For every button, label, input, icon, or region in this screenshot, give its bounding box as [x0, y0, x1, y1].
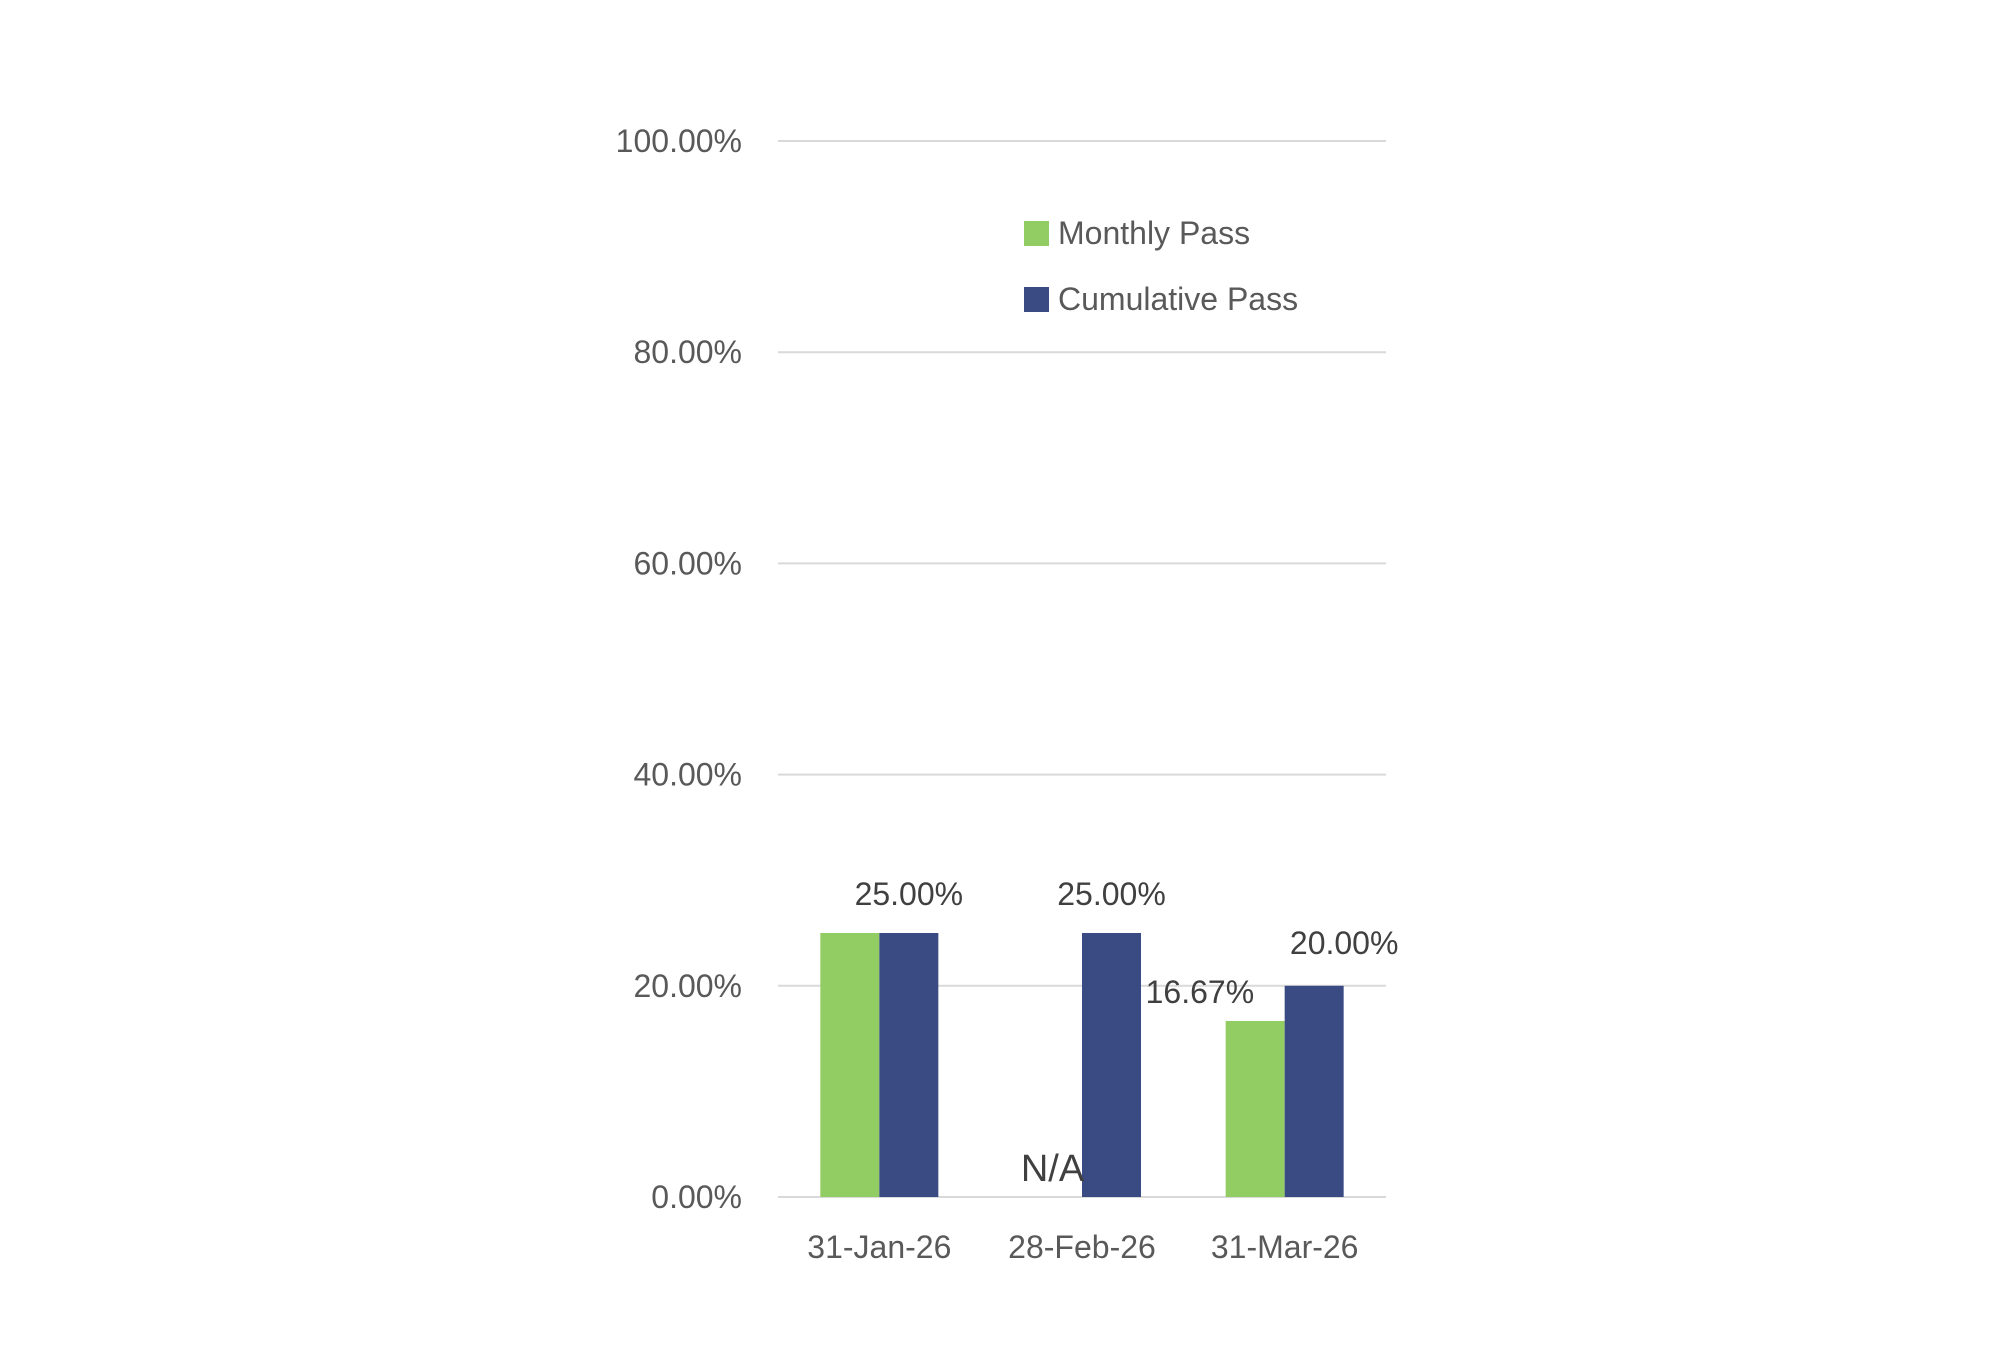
bar-cumulative-pass	[1284, 985, 1344, 1197]
y-tick-label: 40.00%	[633, 757, 742, 793]
bar-cumulative-pass	[879, 933, 939, 1197]
data-labels: 25.00% N/A 25.00% 16.67% 20.00%	[855, 876, 1399, 1190]
y-tick-label: 100.00%	[616, 123, 742, 159]
legend-label: Monthly Pass	[1058, 215, 1250, 251]
bars	[820, 933, 1344, 1197]
y-axis: 0.00% 20.00% 40.00% 60.00% 80.00% 100.00%	[616, 123, 742, 1215]
y-tick-label: 60.00%	[633, 545, 742, 581]
legend-swatch	[1024, 287, 1049, 312]
x-tick-label: 31-Jan-26	[807, 1229, 951, 1265]
data-label: N/A	[1021, 1148, 1085, 1190]
bar-monthly-pass	[820, 933, 880, 1197]
y-tick-label: 20.00%	[633, 968, 742, 1004]
y-tick-label: 0.00%	[651, 1179, 742, 1215]
x-tick-label: 31-Mar-26	[1211, 1229, 1359, 1265]
y-tick-label: 80.00%	[633, 334, 742, 370]
x-axis: 31-Jan-26 28-Feb-26 31-Mar-26	[807, 1229, 1358, 1265]
data-label: 25.00%	[855, 876, 964, 912]
data-label: 20.00%	[1290, 925, 1399, 961]
data-label: 25.00%	[1057, 876, 1166, 912]
legend: Monthly Pass Cumulative Pass	[1024, 215, 1298, 317]
x-tick-label: 28-Feb-26	[1008, 1229, 1156, 1265]
legend-label: Cumulative Pass	[1058, 281, 1298, 317]
data-label: 16.67%	[1146, 974, 1255, 1010]
bar-cumulative-pass	[1082, 933, 1141, 1197]
legend-swatch	[1024, 221, 1049, 246]
bar-monthly-pass	[1225, 1020, 1285, 1197]
